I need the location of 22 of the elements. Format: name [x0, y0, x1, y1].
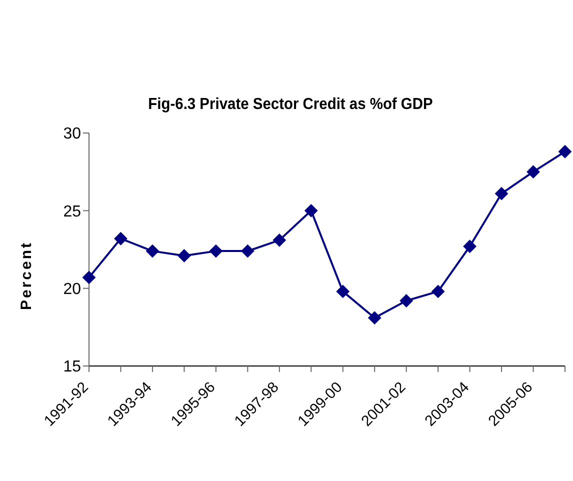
point	[558, 145, 572, 158]
point	[209, 244, 222, 258]
point	[272, 234, 286, 247]
point	[146, 244, 159, 258]
point	[463, 240, 476, 253]
point	[178, 249, 191, 262]
point	[400, 294, 413, 308]
point	[526, 165, 540, 178]
point	[336, 284, 350, 298]
point	[114, 232, 128, 246]
y-tick-label: 15	[63, 358, 82, 376]
y-tick-label: 30	[63, 126, 82, 143]
chart-title: Fig-6.3 Private Sector Credit as %of GDP	[147, 96, 434, 114]
point	[82, 270, 96, 284]
y-tick-label: 20	[63, 281, 82, 298]
point	[432, 284, 445, 298]
y-axis-title: Percent	[18, 240, 35, 310]
y-tick-label: 25	[63, 203, 82, 220]
point	[304, 204, 318, 218]
point	[241, 244, 254, 258]
point	[495, 187, 508, 200]
point	[368, 311, 382, 324]
